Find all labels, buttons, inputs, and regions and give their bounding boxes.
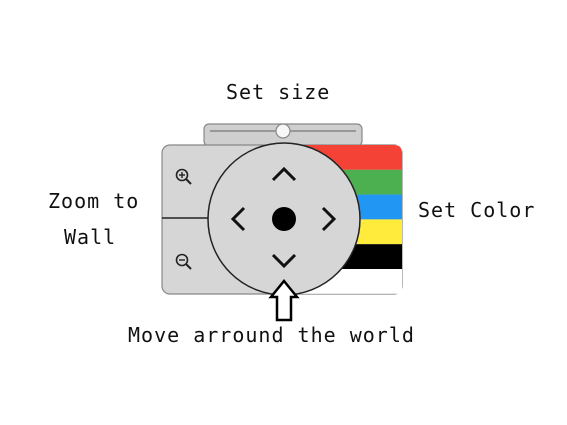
wall-caption: Wall bbox=[64, 225, 117, 249]
chevron-up-icon[interactable] bbox=[271, 166, 297, 182]
zoom-to-caption: Zoom to bbox=[48, 189, 140, 213]
zoom-out-icon bbox=[175, 253, 192, 270]
set-size-caption: Set size bbox=[226, 80, 331, 104]
chevron-down-icon[interactable] bbox=[271, 253, 297, 269]
zoom-in-icon bbox=[175, 168, 192, 185]
chevron-right-icon[interactable] bbox=[321, 206, 337, 232]
zoom-in-button[interactable] bbox=[166, 150, 202, 210]
slider-thumb[interactable] bbox=[275, 123, 291, 139]
size-slider[interactable] bbox=[203, 123, 363, 147]
zoom-out-button[interactable] bbox=[166, 226, 202, 286]
move-caption: Move arround the world bbox=[128, 323, 415, 347]
up-arrow-outline-icon bbox=[268, 279, 300, 322]
set-color-caption: Set Color bbox=[418, 198, 536, 222]
center-dot-icon[interactable] bbox=[272, 207, 296, 231]
chevron-left-icon[interactable] bbox=[230, 206, 246, 232]
